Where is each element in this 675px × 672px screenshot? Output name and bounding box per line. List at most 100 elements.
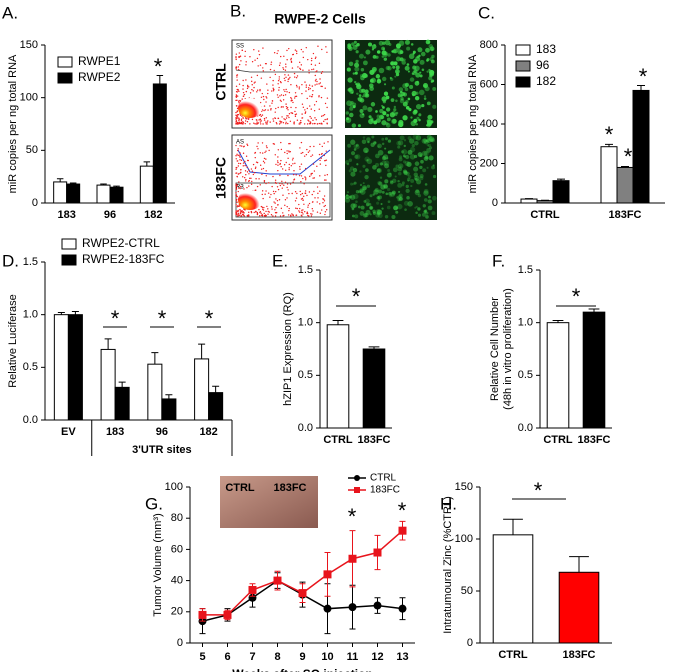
flow-dot — [268, 211, 270, 213]
flow-dot — [237, 213, 239, 216]
cell — [359, 188, 364, 193]
error-bar — [156, 75, 164, 84]
cell — [409, 154, 416, 160]
cell — [419, 173, 424, 178]
flow-dot — [306, 211, 308, 213]
flow-dot — [280, 94, 283, 96]
legend-label: CTRL — [370, 473, 397, 484]
cell — [354, 80, 357, 84]
flow-dot — [273, 192, 275, 195]
cell — [401, 149, 408, 155]
cell — [374, 162, 380, 167]
flow-dot — [316, 80, 318, 83]
flow-dot — [289, 120, 292, 122]
cell — [358, 190, 362, 194]
y-tick-label: 0.0 — [518, 422, 533, 434]
cell — [374, 187, 379, 193]
cell — [411, 90, 417, 96]
cell — [366, 203, 370, 207]
cell — [418, 89, 425, 96]
flow-dot — [319, 212, 322, 214]
flow-dot — [281, 116, 283, 118]
flow-dot — [290, 84, 292, 86]
cell — [376, 201, 380, 205]
cell — [385, 122, 389, 126]
flow-dot — [285, 66, 287, 68]
flow-dot — [286, 197, 288, 199]
flow-dot — [320, 153, 323, 155]
cell — [413, 109, 417, 113]
flow-dot — [256, 91, 258, 93]
flow-dot — [309, 122, 312, 125]
flow-dot — [235, 187, 237, 189]
cell — [416, 116, 420, 120]
flow-dot — [246, 84, 249, 87]
flow-dot — [239, 159, 241, 161]
flow-dot — [262, 70, 264, 72]
flow-dot — [310, 59, 313, 62]
flow-dot — [316, 201, 318, 203]
flow-dot — [238, 90, 240, 93]
flow-dot — [238, 83, 241, 85]
flow-dot — [272, 90, 275, 92]
cell — [387, 66, 392, 71]
flow-dot — [236, 153, 238, 155]
cell — [407, 97, 411, 101]
cell — [389, 76, 392, 80]
cell — [395, 56, 401, 62]
gate-line — [235, 69, 331, 73]
y-tick-label: 80 — [171, 512, 183, 524]
flow-dot — [286, 59, 288, 61]
bar — [600, 146, 618, 204]
flow-dot — [245, 155, 248, 157]
flow-dot — [252, 163, 255, 166]
cell — [349, 112, 354, 118]
cell — [346, 162, 350, 166]
flow-dot — [263, 212, 265, 215]
flow-dot — [296, 207, 298, 210]
cell — [382, 154, 389, 160]
flow-dot — [302, 151, 304, 154]
cell — [415, 72, 421, 78]
flow-dot — [310, 174, 312, 176]
cell — [401, 181, 405, 185]
flow-dot — [288, 163, 290, 166]
cell — [410, 184, 413, 188]
flow-dot — [319, 143, 321, 145]
flow-dot — [239, 172, 242, 174]
flow-dot — [268, 149, 270, 152]
flow-dot — [238, 154, 240, 156]
flow-dot — [284, 90, 286, 93]
flow-dot — [261, 152, 264, 154]
flow-dot — [290, 60, 293, 63]
cell — [382, 100, 386, 104]
row-label: CTRL — [213, 63, 229, 101]
flow-dot — [286, 91, 288, 93]
cell — [420, 159, 424, 164]
flow-dot — [301, 117, 303, 119]
cell — [376, 168, 381, 173]
cell — [419, 59, 425, 65]
flow-dot — [285, 123, 287, 125]
flow-dot — [269, 196, 271, 198]
flow-dot — [263, 162, 266, 164]
cell — [350, 171, 356, 177]
cell — [354, 62, 360, 68]
cell — [381, 160, 387, 166]
flow-dot — [279, 182, 281, 185]
bar — [616, 166, 634, 204]
flow-dot — [321, 48, 323, 51]
error-bar — [198, 343, 206, 359]
x-tick-label: 96 — [104, 209, 116, 221]
cell — [389, 172, 392, 175]
flow-dot — [293, 97, 296, 99]
cell — [415, 103, 422, 110]
flow-dot — [274, 111, 276, 113]
cell — [392, 49, 397, 54]
cell — [378, 181, 383, 186]
cell — [402, 169, 408, 174]
cell — [366, 158, 373, 165]
cell — [423, 139, 429, 145]
legend-label: 96 — [536, 58, 550, 72]
cell — [410, 116, 413, 119]
